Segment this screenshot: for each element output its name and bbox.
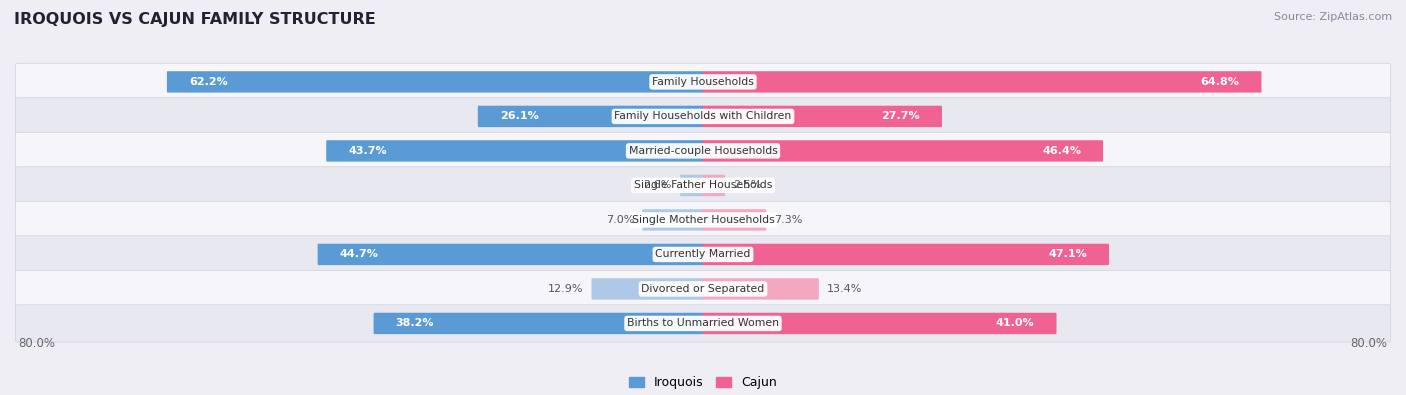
FancyBboxPatch shape — [703, 313, 1056, 334]
Text: IROQUOIS VS CAJUN FAMILY STRUCTURE: IROQUOIS VS CAJUN FAMILY STRUCTURE — [14, 12, 375, 27]
Legend: Iroquois, Cajun: Iroquois, Cajun — [628, 376, 778, 389]
Text: 62.2%: 62.2% — [188, 77, 228, 87]
FancyBboxPatch shape — [15, 167, 1391, 204]
FancyBboxPatch shape — [703, 244, 1109, 265]
Text: Family Households with Children: Family Households with Children — [614, 111, 792, 121]
Text: Divorced or Separated: Divorced or Separated — [641, 284, 765, 294]
Text: 26.1%: 26.1% — [499, 111, 538, 121]
FancyBboxPatch shape — [681, 175, 703, 196]
FancyBboxPatch shape — [703, 175, 725, 196]
FancyBboxPatch shape — [703, 106, 942, 127]
FancyBboxPatch shape — [703, 209, 766, 231]
Text: 27.7%: 27.7% — [882, 111, 920, 121]
FancyBboxPatch shape — [15, 132, 1391, 169]
FancyBboxPatch shape — [592, 278, 703, 300]
Text: 2.5%: 2.5% — [733, 181, 762, 190]
FancyBboxPatch shape — [167, 71, 703, 92]
FancyBboxPatch shape — [703, 71, 1261, 92]
FancyBboxPatch shape — [15, 270, 1391, 308]
FancyBboxPatch shape — [15, 98, 1391, 135]
Text: 80.0%: 80.0% — [1351, 337, 1388, 350]
Text: Source: ZipAtlas.com: Source: ZipAtlas.com — [1274, 12, 1392, 22]
FancyBboxPatch shape — [15, 63, 1391, 101]
Text: Currently Married: Currently Married — [655, 249, 751, 260]
FancyBboxPatch shape — [374, 313, 703, 334]
FancyBboxPatch shape — [703, 140, 1104, 162]
Text: 38.2%: 38.2% — [395, 318, 434, 329]
Text: Births to Unmarried Women: Births to Unmarried Women — [627, 318, 779, 329]
FancyBboxPatch shape — [15, 201, 1391, 239]
Text: Married-couple Households: Married-couple Households — [628, 146, 778, 156]
FancyBboxPatch shape — [15, 305, 1391, 342]
Text: Single Mother Households: Single Mother Households — [631, 215, 775, 225]
Text: 80.0%: 80.0% — [18, 337, 55, 350]
Text: 47.1%: 47.1% — [1049, 249, 1087, 260]
Text: 46.4%: 46.4% — [1042, 146, 1081, 156]
Text: 44.7%: 44.7% — [340, 249, 378, 260]
FancyBboxPatch shape — [15, 236, 1391, 273]
Text: 43.7%: 43.7% — [349, 146, 387, 156]
Text: Family Households: Family Households — [652, 77, 754, 87]
Text: 41.0%: 41.0% — [995, 318, 1035, 329]
Text: 13.4%: 13.4% — [827, 284, 862, 294]
FancyBboxPatch shape — [318, 244, 703, 265]
FancyBboxPatch shape — [326, 140, 703, 162]
Text: 7.0%: 7.0% — [606, 215, 634, 225]
Text: 7.3%: 7.3% — [775, 215, 803, 225]
Text: Single Father Households: Single Father Households — [634, 181, 772, 190]
Text: 12.9%: 12.9% — [548, 284, 583, 294]
FancyBboxPatch shape — [703, 278, 818, 300]
FancyBboxPatch shape — [478, 106, 703, 127]
Text: 2.6%: 2.6% — [644, 181, 672, 190]
Text: 64.8%: 64.8% — [1201, 77, 1240, 87]
FancyBboxPatch shape — [643, 209, 703, 231]
